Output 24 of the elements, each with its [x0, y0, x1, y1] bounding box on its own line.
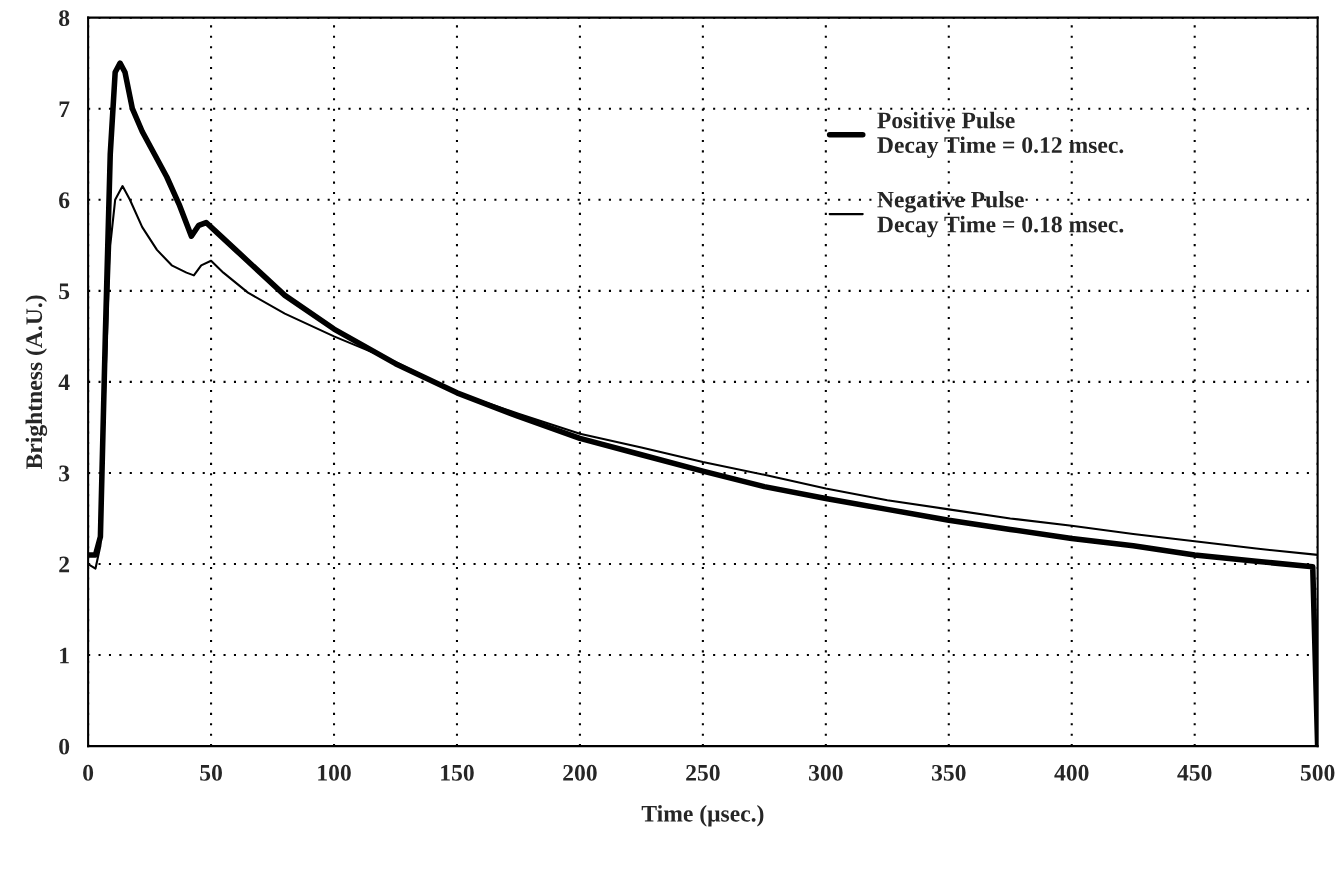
x-axis-title: Time (μsec.)	[641, 805, 764, 827]
legend-label: Positive Pulse Decay Time = 0.12 msec.	[877, 111, 1124, 158]
x-tick-label: 300	[809, 764, 843, 781]
y-tick-label: 1	[60, 647, 69, 664]
x-tick-label: 350	[931, 764, 966, 781]
y-tick-label: 2	[59, 556, 70, 573]
x-tick-label: 50	[200, 764, 222, 781]
y-axis-title: Brightness (A.U.)	[25, 295, 48, 470]
x-tick-label: 0	[83, 764, 94, 781]
y-tick-label: 6	[59, 192, 70, 209]
x-tick-label: 150	[441, 764, 474, 781]
legend-label: Negative Pulse Decay Time = 0.18 msec.	[877, 190, 1124, 238]
y-tick-label: 5	[59, 283, 70, 300]
x-tick-label: 450	[1177, 764, 1212, 781]
y-tick-label: 0	[59, 738, 70, 755]
y-tick-label: 3	[59, 465, 70, 482]
x-tick-label: 100	[318, 764, 351, 781]
x-tick-label: 200	[563, 764, 597, 781]
x-tick-label: 500	[1300, 764, 1335, 781]
y-tick-label: 4	[58, 374, 70, 391]
y-tick-label: 8	[59, 10, 70, 27]
x-tick-label: 400	[1054, 764, 1089, 781]
y-tick-label: 7	[59, 101, 70, 117]
x-tick-label: 250	[686, 764, 720, 781]
